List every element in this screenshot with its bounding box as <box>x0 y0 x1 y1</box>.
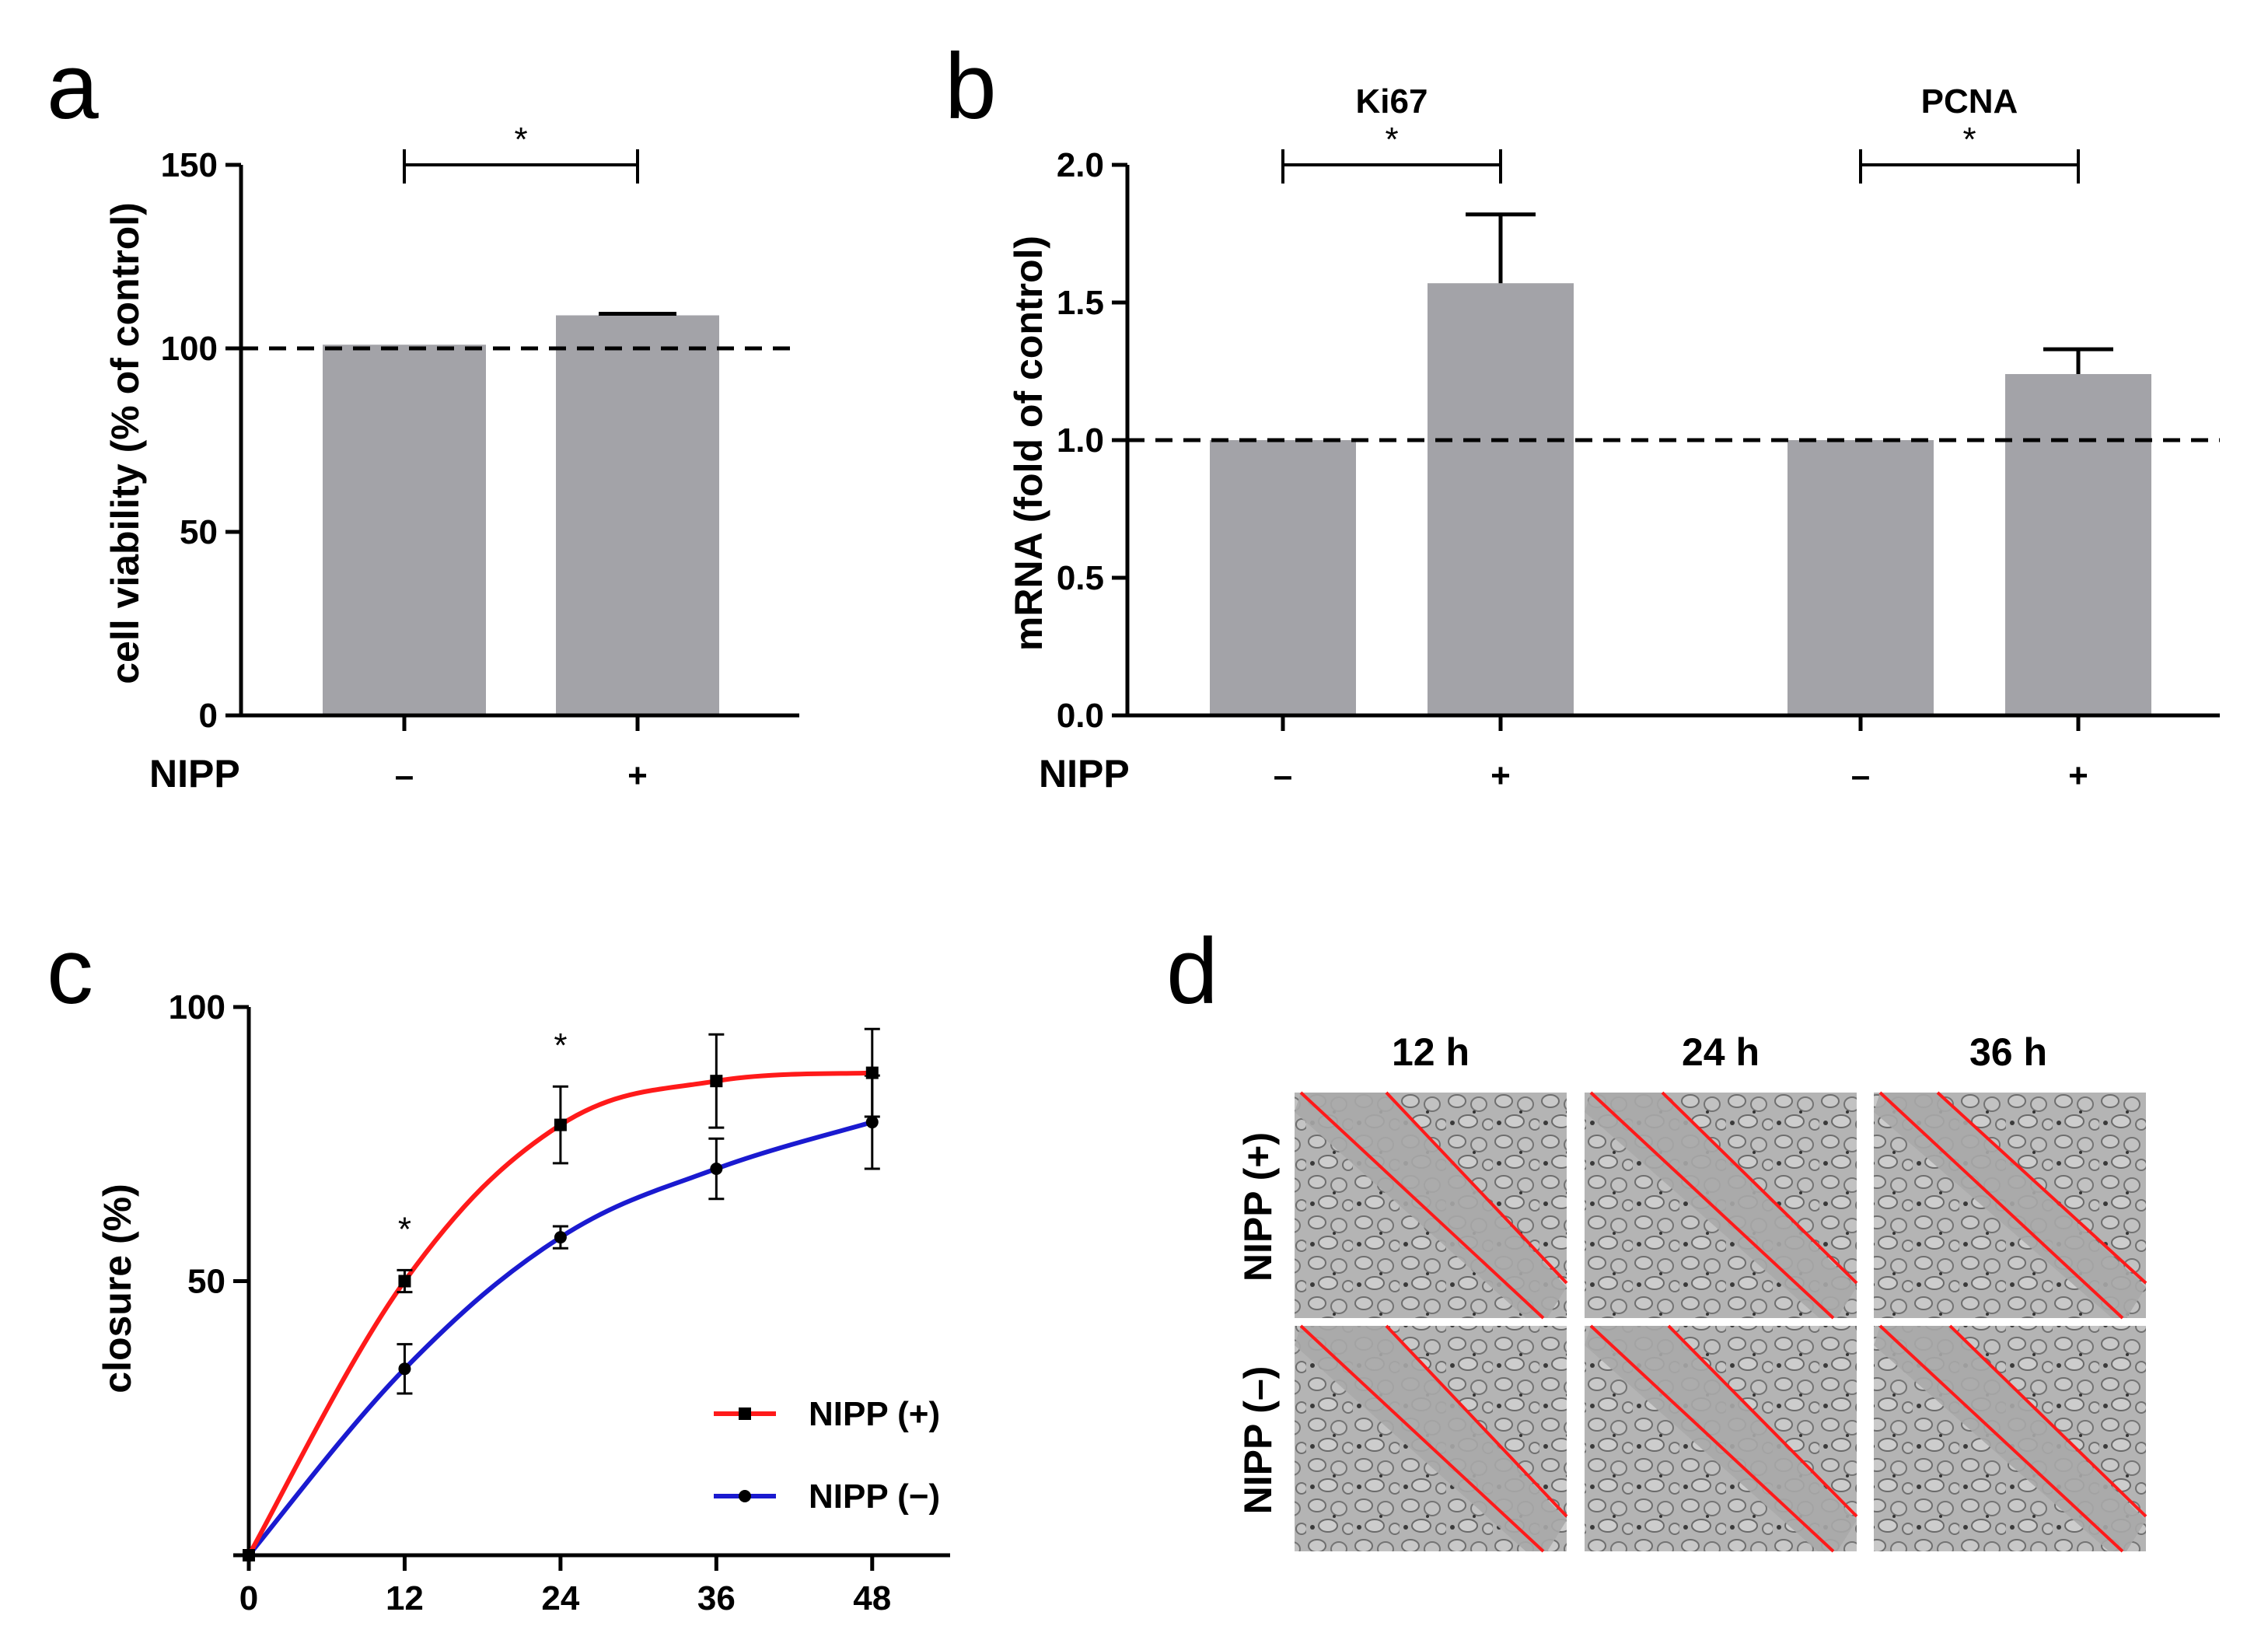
xcategory-label-b-1-0: – <box>1851 757 1870 795</box>
ytick-label-a-2: 100 <box>161 330 218 368</box>
xtick-label-c-0: 0 <box>239 1579 258 1617</box>
ytick-label-a-1: 50 <box>180 513 218 551</box>
group-label-b-0: Ki67 <box>1356 82 1428 121</box>
xtick-label-c-3: 36 <box>697 1579 736 1617</box>
series-line-0 <box>246 1070 872 1557</box>
ytick-label-b-1: 0.5 <box>1057 559 1104 597</box>
panel-c-ylabel: closure (%) <box>96 1184 139 1393</box>
xcategory-label-b-0-1: + <box>1490 757 1511 795</box>
sig-star-b-1: * <box>1962 121 1976 159</box>
panel-a-bar-chart: cell viability (% of control) NIPP 0 50 10… <box>103 121 799 796</box>
xcategory-label-a-0: – <box>395 757 414 795</box>
point-c-0-2 <box>554 1118 567 1131</box>
point-c-1-2 <box>554 1231 567 1244</box>
point-c-1-3 <box>710 1162 723 1175</box>
point-c-0-3 <box>710 1075 723 1088</box>
panel-a-ylabel: cell viability (% of control) <box>103 202 147 684</box>
xcategory-label-a-1: + <box>627 757 648 795</box>
panel-label-c: c <box>47 919 93 1023</box>
wound-edge-left <box>1878 1324 2124 1553</box>
ytick-label-c-0: 50 <box>187 1263 225 1301</box>
panel-label-a: a <box>47 34 99 138</box>
bar-a-0 <box>323 344 486 715</box>
wound-edge-right <box>1385 1091 1568 1285</box>
sig-star-c-1: * <box>554 1026 567 1065</box>
point-c-0-1 <box>398 1275 411 1288</box>
panel-b-bar-chart: mRNA (fold of control) NIPP – +*Ki67– +*PC… <box>1007 82 2220 796</box>
bar-b-0-0 <box>1210 440 1356 715</box>
wound-edge-left <box>1589 1324 1835 1553</box>
wound-edge-left <box>1299 1324 1545 1553</box>
micrograph-tile-r0-c1 <box>1585 1091 1858 1320</box>
group-label-b-1: PCNA <box>1921 82 2018 121</box>
wound-edge-left <box>1878 1091 2124 1320</box>
panel-c-line-chart: closure (%) 0 12 24 36 48 50 100 * * NIPP (+) NIPP… <box>96 988 950 1617</box>
wound-edge-left <box>1589 1091 1835 1320</box>
micrograph-col-label-24h: 24 h <box>1682 1030 1760 1074</box>
xtick-label-c-2: 24 <box>541 1579 579 1617</box>
wound-edge-right <box>1661 1091 1858 1285</box>
panel-label-b: b <box>945 34 997 138</box>
point-c-0-0 <box>243 1549 255 1561</box>
point-c-1-1 <box>398 1362 411 1376</box>
panel-a-row-label: NIPP <box>149 752 240 796</box>
ytick-label-b-0: 0.0 <box>1057 697 1104 735</box>
wound-edge-left <box>1299 1091 1545 1320</box>
micrograph-tile-r1-c0 <box>1295 1324 1568 1553</box>
wound-edge-right <box>1948 1324 2147 1518</box>
legend-label-0: NIPP (+) <box>809 1395 940 1433</box>
wound-edge-right <box>1667 1324 1858 1518</box>
point-c-1-4 <box>865 1116 879 1129</box>
ytick-label-a-0: 0 <box>199 697 218 735</box>
series-line-1 <box>246 1120 873 1557</box>
panel-label-d: d <box>1166 919 1218 1023</box>
xcategory-label-b-0-0: – <box>1274 757 1292 795</box>
bar-b-1-0 <box>1787 440 1934 715</box>
xtick-label-c-4: 48 <box>853 1579 891 1617</box>
xtick-label-c-1: 12 <box>386 1579 424 1617</box>
ytick-label-b-3: 1.5 <box>1057 284 1104 322</box>
ytick-label-c-1: 100 <box>169 988 225 1026</box>
panel-d-micrographs: 12 h 24 h 36 h NIPP (+) NIPP (–) <box>1236 1030 2147 1553</box>
ytick-label-a-3: 150 <box>161 146 218 184</box>
micrograph-tile-r1-c1 <box>1585 1324 1858 1553</box>
wound-edge-right <box>1936 1091 2147 1285</box>
micrograph-tile-r0-c2 <box>1874 1091 2147 1320</box>
xcategory-label-b-1-1: + <box>2068 757 2088 795</box>
wound-edge-right <box>1385 1324 1568 1518</box>
panel-b-row-label: NIPP <box>1039 752 1130 796</box>
legend-marker-1 <box>739 1490 751 1502</box>
ytick-label-b-2: 1.0 <box>1057 421 1104 460</box>
bar-a-1 <box>556 315 719 715</box>
bar-b-1-1 <box>2005 374 2151 715</box>
legend-marker-0 <box>739 1407 751 1420</box>
micrograph-row-label-plus: NIPP (+) <box>1236 1132 1280 1282</box>
sig-star-c-0: * <box>398 1210 411 1248</box>
micrograph-col-label-36h: 36 h <box>1969 1030 2047 1074</box>
legend-label-1: NIPP (−) <box>809 1477 940 1516</box>
sig-star-a-0: * <box>514 121 527 159</box>
micrograph-tile-r1-c2 <box>1874 1324 2147 1553</box>
micrograph-row-label-minus: NIPP (–) <box>1236 1366 1280 1515</box>
panel-b-ylabel: mRNA (fold of control) <box>1007 236 1050 651</box>
bar-b-0-1 <box>1428 283 1574 716</box>
micrograph-tile-r0-c0 <box>1295 1091 1568 1320</box>
micrograph-col-label-12h: 12 h <box>1392 1030 1469 1074</box>
point-c-0-4 <box>865 1066 879 1079</box>
ytick-label-b-4: 2.0 <box>1057 146 1104 184</box>
sig-star-b-0: * <box>1385 121 1398 159</box>
